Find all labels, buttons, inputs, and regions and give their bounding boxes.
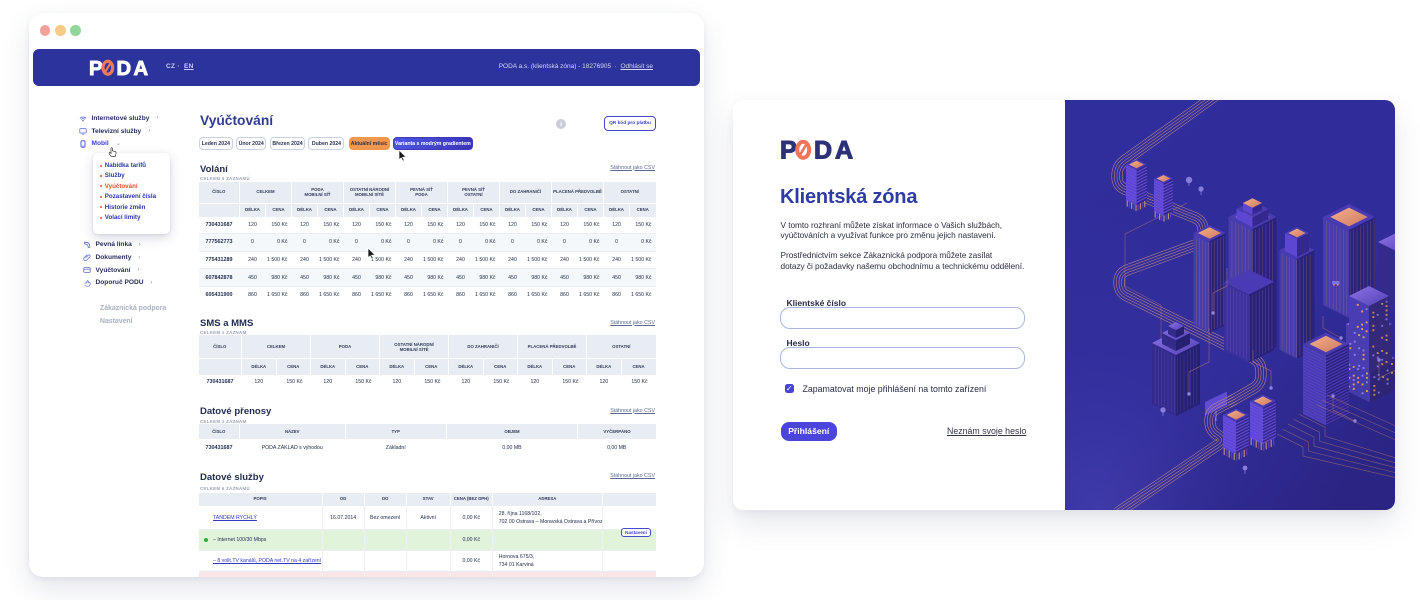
svg-text:A: A [835,139,853,161]
svg-text:P: P [89,59,103,77]
svg-text:A: A [134,59,149,77]
svg-text:P: P [780,139,797,161]
svg-text:D: D [814,139,832,161]
svg-text:D: D [117,59,132,77]
